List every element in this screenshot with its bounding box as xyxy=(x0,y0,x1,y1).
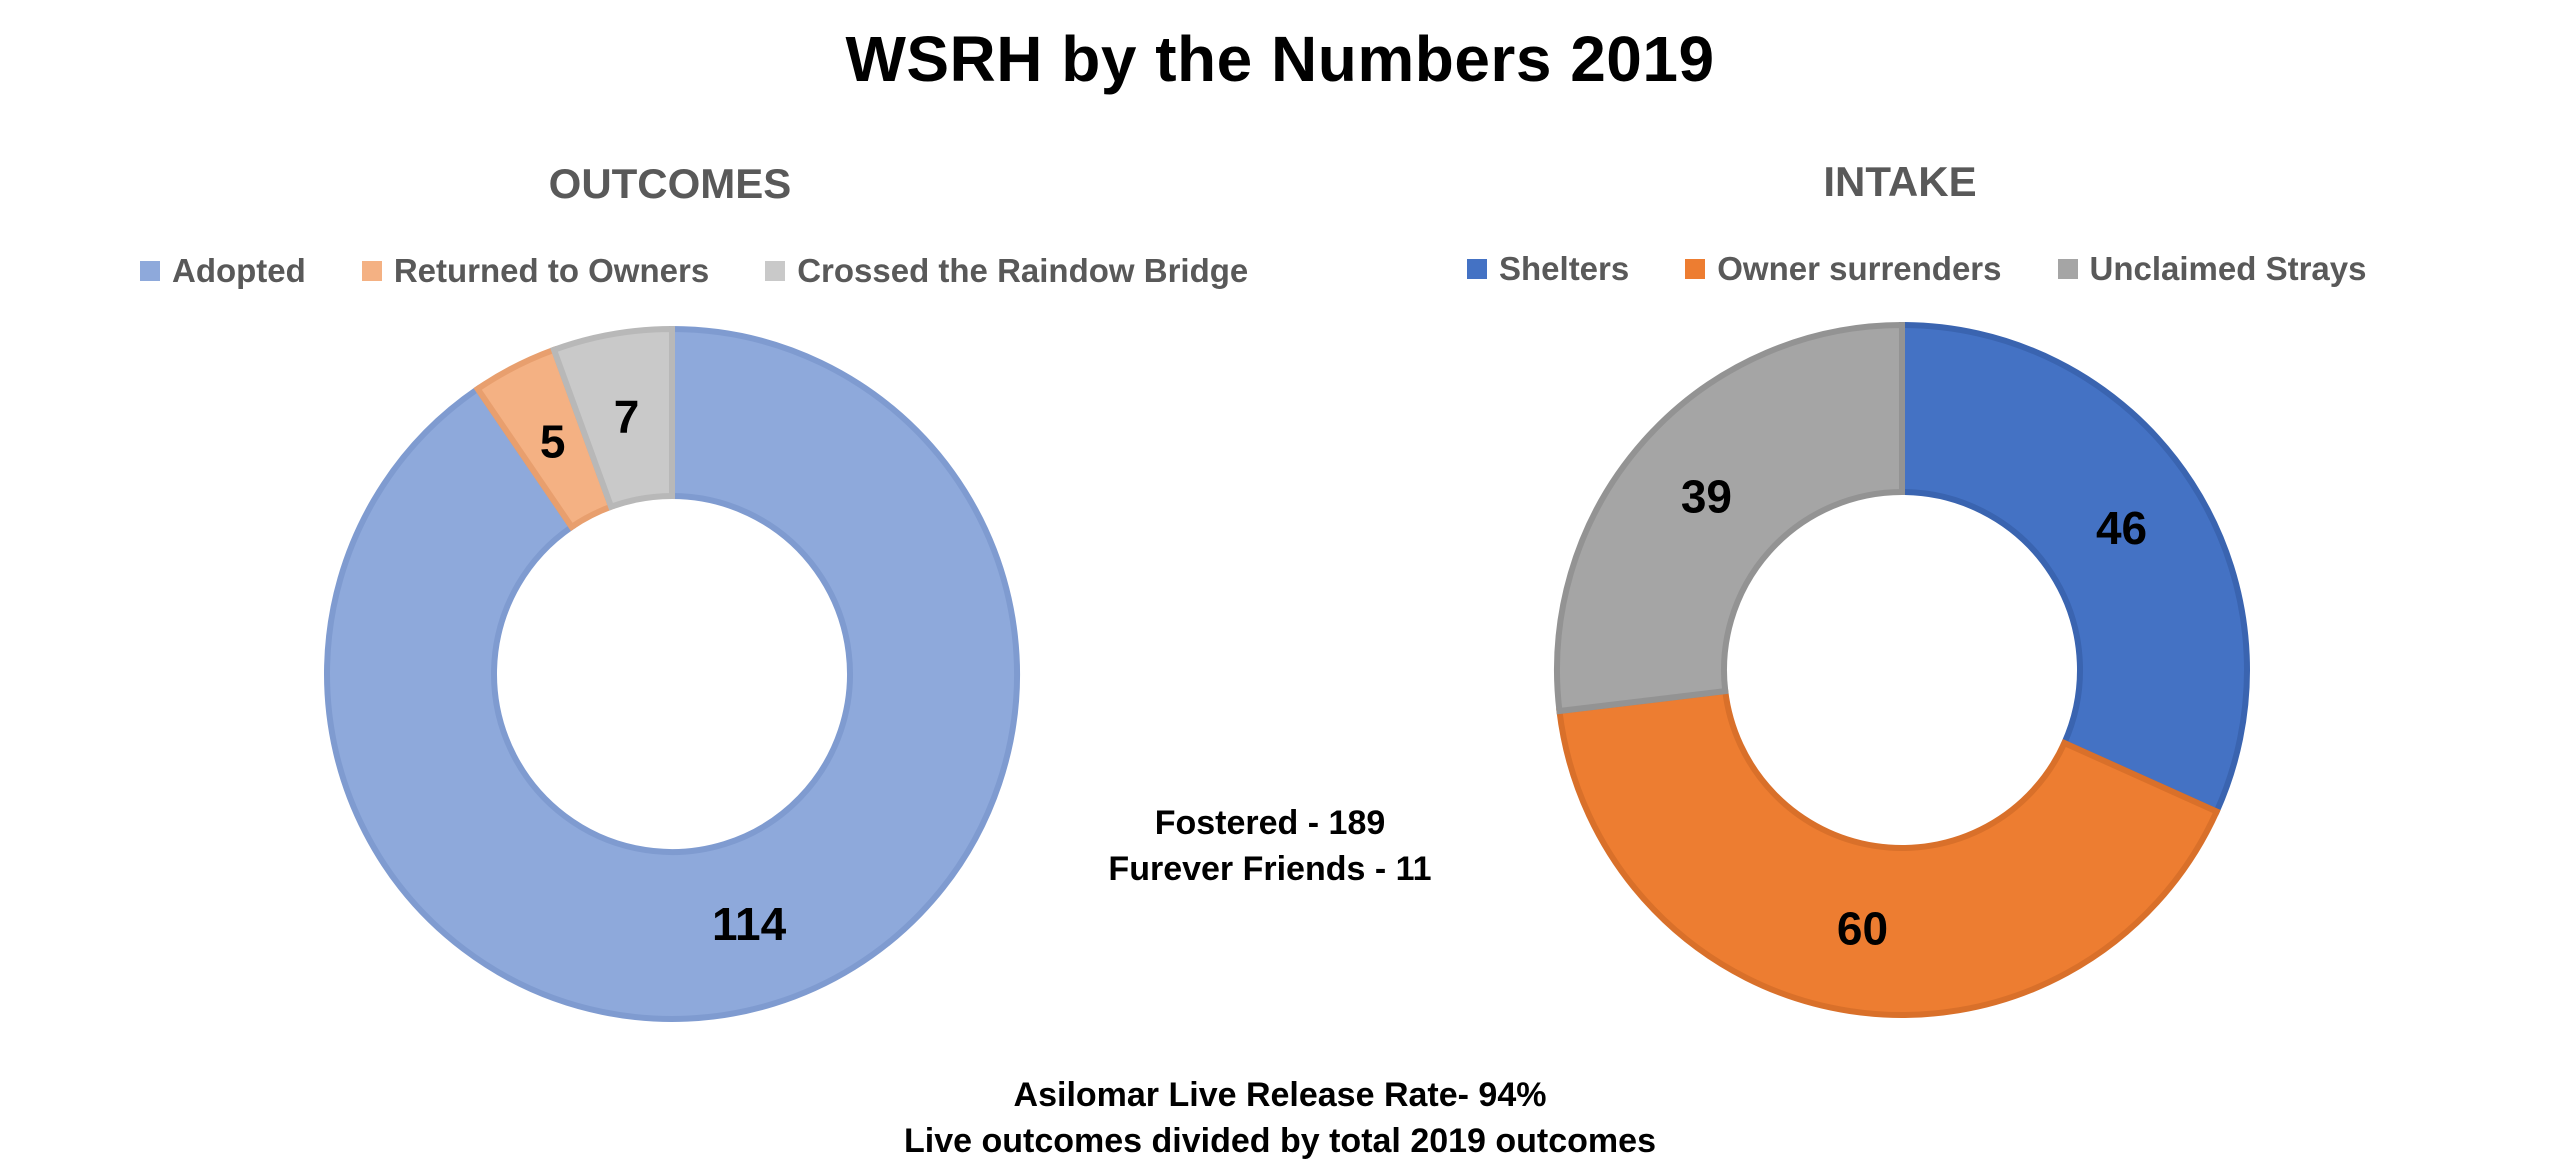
data-label-owner-surrenders: 60 xyxy=(1837,902,1888,954)
legend-item-owner-surrenders: Owner surrenders xyxy=(1685,250,2002,288)
legend-swatch xyxy=(140,261,160,281)
data-label-unclaimed-strays: 39 xyxy=(1681,470,1732,522)
page-title: WSRH by the Numbers 2019 xyxy=(845,23,1715,95)
intake-chart-title: INTAKE xyxy=(1823,158,1977,205)
furever-friends-count-text: Furever Friends - 11 xyxy=(1108,850,1432,888)
footer-notes: Asilomar Live Release Rate- 94% Live out… xyxy=(780,1072,1780,1164)
donut-slice-shelters xyxy=(1899,321,2250,816)
legend-swatch xyxy=(765,261,786,281)
outcomes-legend: Adopted Returned to Owners Crossed the Rai… xyxy=(140,252,1248,290)
donut-slice-unclaimed-strays xyxy=(1554,321,1905,715)
outcomes-chart-title: OUTCOMES xyxy=(548,160,792,207)
data-label-shelters: 46 xyxy=(2096,502,2147,554)
legend-swatch xyxy=(1685,259,1706,279)
data-label-crossed-the-raindow-bridge: 7 xyxy=(614,390,640,442)
legend-item-shelters: Shelters xyxy=(1467,250,1629,288)
legend-item-crossed-the-raindow-bridge: Crossed the Raindow Bridge xyxy=(765,252,1248,290)
legend-label: Shelters xyxy=(1499,250,1630,287)
legend-item-returned-to-owners: Returned to Owners xyxy=(361,252,710,290)
live-release-rate-text: Asilomar Live Release Rate- 94% xyxy=(1013,1076,1547,1114)
donut-slice-crossed-the-raindow-bridge xyxy=(550,325,675,511)
legend-swatch xyxy=(1467,259,1487,279)
data-label-adopted: 114 xyxy=(712,898,787,950)
legend-item-unclaimed-strays: Unclaimed Strays xyxy=(2057,250,2367,288)
legend-label: Unclaimed Strays xyxy=(2089,250,2367,287)
legend-swatch xyxy=(361,261,382,281)
legend-label: Returned to Owners xyxy=(393,252,710,289)
data-label-returned-to-owners: 5 xyxy=(540,415,566,467)
donut-slice-owner-surrenders xyxy=(1556,687,2221,1018)
center-notes: Fostered - 189 Furever Friends - 11 xyxy=(1060,800,1480,892)
legend-label: Owner surrenders xyxy=(1717,250,2002,287)
legend-swatch xyxy=(2057,259,2078,279)
legend-label: Adopted xyxy=(172,252,306,289)
legend-label: Crossed the Raindow Bridge xyxy=(797,252,1249,289)
donut-slice-adopted xyxy=(324,325,1020,1022)
outcomes-donut-chart: 114 5 7 xyxy=(324,325,1020,1022)
legend-item-adopted: Adopted xyxy=(140,252,306,290)
fostered-count-text: Fostered - 189 xyxy=(1154,804,1386,842)
live-release-rate-definition: Live outcomes divided by total 2019 outc… xyxy=(904,1122,1656,1160)
intake-donut-chart: 46 60 39 xyxy=(1554,321,2250,1018)
intake-legend: Shelters Owner surrenders Unclaimed Strays xyxy=(1467,250,2366,288)
